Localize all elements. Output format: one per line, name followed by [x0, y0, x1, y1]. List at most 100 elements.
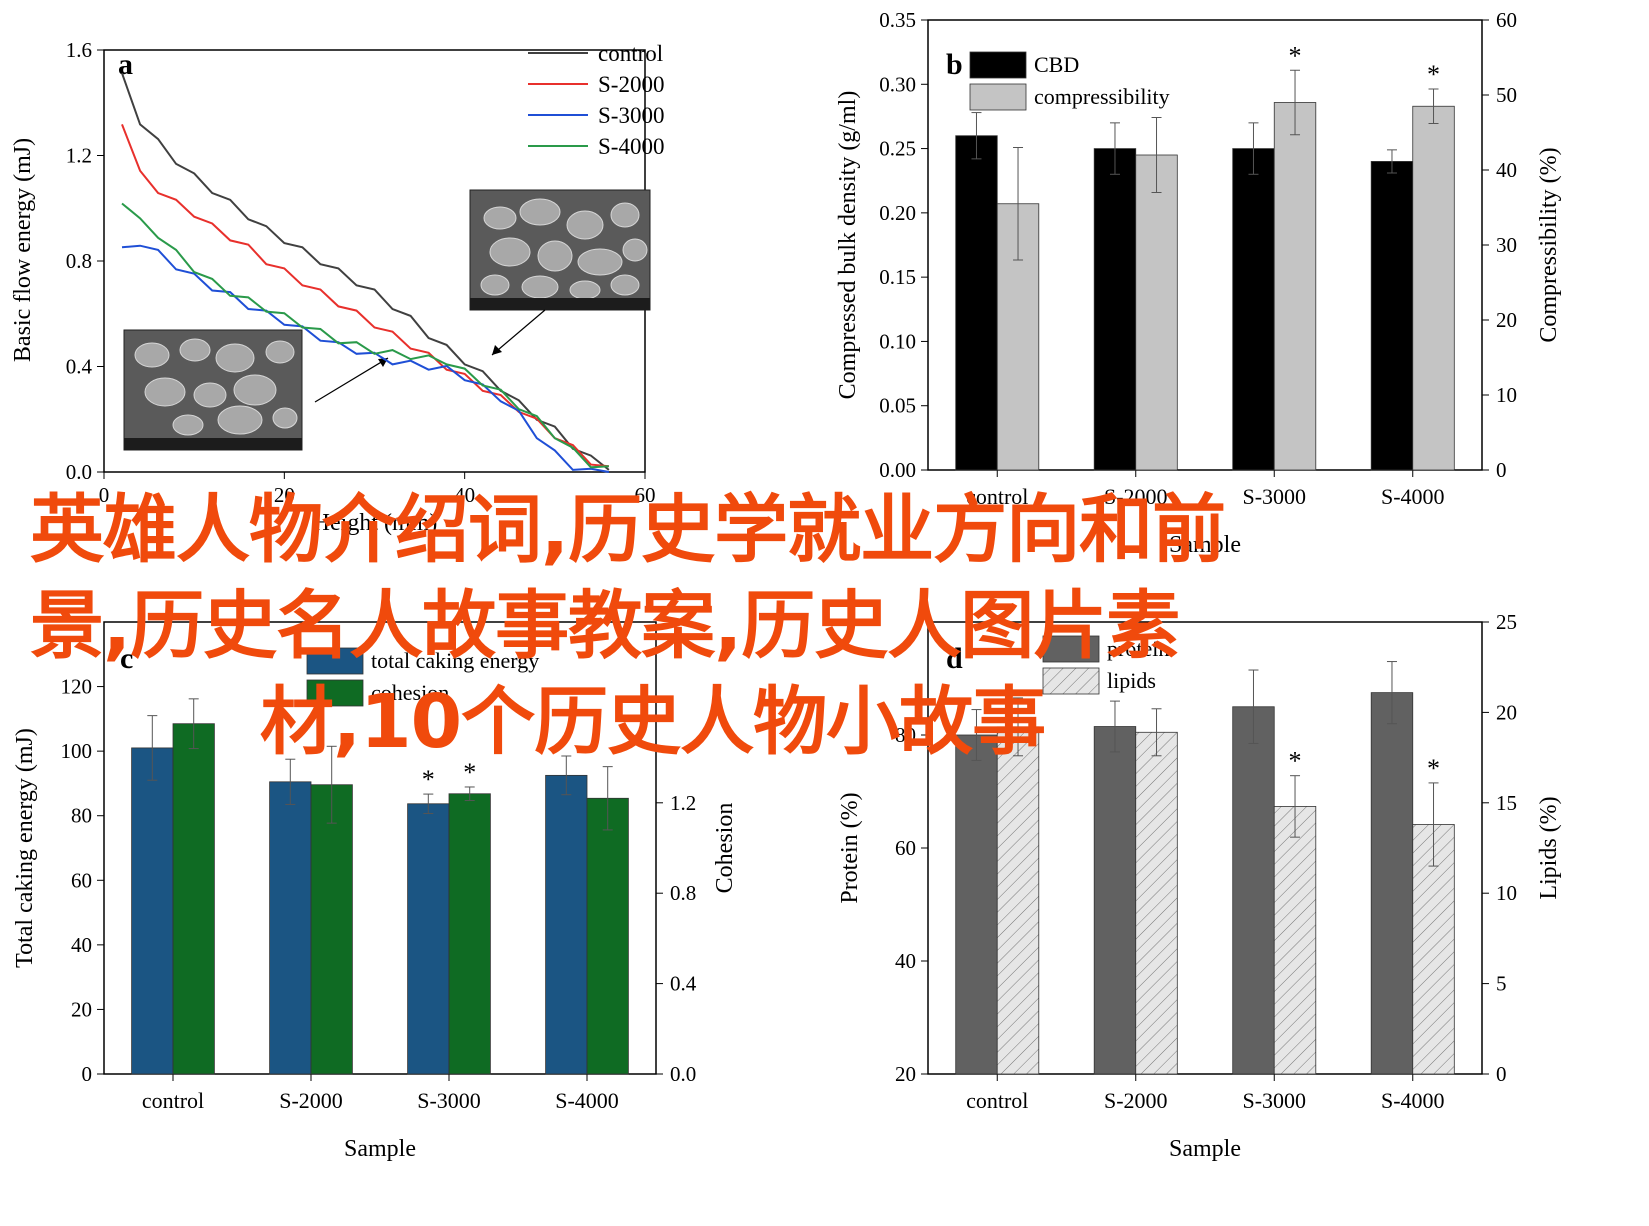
panel-b-ylabel-right: Compressibility (%)	[1536, 147, 1562, 342]
panel-d-ytick-label-right: 15	[1496, 791, 1517, 815]
panel-d-ytick-label: 40	[895, 949, 916, 973]
panel-a: a Basic flow energy (mJ) Height (mm)	[10, 38, 664, 536]
panel-a-ytick-label: 1.2	[66, 144, 92, 168]
panel-d-legend-label: lipids	[1107, 668, 1156, 693]
panel-d-bar-protein	[1370, 692, 1414, 1075]
panel-a-letter: a	[118, 48, 133, 81]
panel-d: d Protein (%) Lipids (%) Sample 20 40 60 80…	[837, 610, 1562, 1162]
panel-c-ytick-label-right: 0.8	[670, 881, 696, 905]
panel-c-xlabel: Sample	[344, 1136, 416, 1162]
panel-c-bar-total-caking-energy	[131, 747, 174, 1075]
panel-d-ytick-label-right: 10	[1496, 881, 1517, 905]
panel-a-ytick-label: 0.8	[66, 249, 92, 273]
panel-d-ytick-label-right: 0	[1496, 1062, 1507, 1086]
panel-b-bar-compressibility	[1412, 105, 1455, 471]
panel-c-ytick-label: 40	[71, 933, 92, 957]
panel-d-bar-lipids	[1135, 731, 1178, 1075]
panel-b-bar-CBD	[955, 135, 998, 471]
panel-b-ylabel: Compressed bulk density (g/ml)	[835, 91, 861, 400]
panel-c-significance-marker: *	[422, 765, 435, 794]
panel-b-bar-CBD	[1370, 161, 1414, 471]
panel-c-significance-marker: *	[463, 758, 476, 787]
panel-c-ytick-label: 80	[71, 804, 92, 828]
panel-c-bar-cohesion	[310, 784, 353, 1075]
panel-a-legend-label: control	[598, 41, 663, 66]
panel-c-ytick-label-right: 1.2	[670, 791, 696, 815]
panel-a-series-line-S-4000	[121, 202, 609, 469]
panel-d-letter: d	[946, 642, 963, 675]
panel-d-bar-protein	[1093, 726, 1137, 1075]
panel-a-series-line-control	[121, 72, 610, 471]
panel-d-ytick-label-right: 20	[1496, 700, 1517, 724]
panel-c-ytick-label: 60	[71, 868, 92, 892]
panel-c-legend-label: total caking energy	[371, 648, 539, 673]
panel-c-bar-total-caking-energy	[545, 774, 588, 1075]
panel-b-bar-CBD	[1093, 148, 1137, 471]
panel-d-ytick-label: 80	[895, 723, 916, 747]
panel-a-legend-label: S-3000	[598, 103, 664, 128]
panel-b-xlabel: Sample	[1169, 532, 1241, 558]
panel-a-ylabel: Basic flow energy (mJ)	[10, 138, 36, 362]
panel-b-letter: b	[946, 48, 963, 81]
panel-b-ytick-label-right: 50	[1496, 83, 1517, 107]
panel-d-bar-protein	[1232, 706, 1275, 1075]
panel-d-legend-swatch	[1042, 635, 1100, 663]
panel-b-ytick-label: 0.05	[879, 394, 916, 418]
panel-d-significance-marker: *	[1427, 754, 1440, 783]
panel-c-bar-cohesion	[172, 723, 215, 1075]
panel-d-ytick-label: 20	[895, 1062, 916, 1086]
panel-b-bar-compressibility	[1273, 102, 1317, 471]
panel-b-legend-swatch	[969, 51, 1027, 79]
panel-b-ytick-label-right: 0	[1496, 458, 1507, 482]
panel-a-xtick-label: 0	[99, 483, 110, 507]
panel-b-ytick-label: 0.20	[879, 201, 916, 225]
panel-c-ytick-label-right: 0.4	[670, 972, 697, 996]
panel-c: c Total caking energy (mJ) Cohesion Samp…	[12, 621, 738, 1162]
panel-d-ylabel: Protein (%)	[837, 792, 863, 903]
panel-c-ylabel-right: Cohesion	[712, 803, 738, 894]
panel-c-bar-cohesion	[586, 797, 629, 1075]
panel-a-xlabel: Height (mm)	[313, 510, 438, 536]
inset-arrow-left	[314, 357, 389, 403]
panel-c-legend-label: cohesion	[371, 680, 449, 705]
panel-b-ytick-label-right: 20	[1496, 308, 1517, 332]
panel-d-ylabel-right: Lipids (%)	[1536, 796, 1562, 899]
panel-a-xtick-label: 60	[635, 483, 656, 507]
panel-a-series-line-S-2000	[121, 124, 609, 468]
panel-b-ytick-label: 0.30	[879, 72, 916, 96]
panel-c-ytick-label: 0	[82, 1062, 93, 1086]
panel-d-ytick-label: 60	[895, 836, 916, 860]
panel-d-bar-protein	[955, 734, 998, 1075]
panel-c-ytick-label-right: 0.0	[670, 1062, 696, 1086]
panel-d-xtick-label: S-2000	[1104, 1088, 1168, 1113]
panel-d-xtick-label: S-3000	[1242, 1088, 1306, 1113]
panel-b-ytick-label: 0.00	[879, 458, 916, 482]
panel-d-legend-label: protein	[1107, 636, 1169, 661]
panel-c-bar-cohesion	[448, 793, 491, 1075]
inset-arrow-right-head	[492, 345, 502, 355]
panel-b-ytick-label-right: 30	[1496, 233, 1517, 257]
panel-b-ytick-label-right: 40	[1496, 158, 1517, 182]
panel-b-bar-CBD	[1232, 148, 1275, 471]
panel-a-xtick-label: 40	[454, 483, 475, 507]
panel-c-legend-swatch	[306, 679, 364, 707]
panel-c-ytick-label: 120	[61, 675, 93, 699]
sem-inset-image-right	[469, 189, 651, 311]
panel-d-bar-lipids	[1273, 806, 1317, 1075]
panel-a-ytick-label: 0.0	[66, 460, 92, 484]
panel-b-significance-marker: *	[1289, 41, 1302, 70]
panel-d-legend-swatch	[1042, 667, 1100, 695]
panel-a-series-line-S-3000	[121, 244, 610, 473]
panel-c-ylabel: Total caking energy (mJ)	[12, 728, 38, 968]
inset-arrow-right	[491, 309, 546, 356]
panel-c-legend-swatch	[306, 647, 364, 675]
panel-b-legend-label: CBD	[1034, 52, 1079, 77]
panel-b-ytick-label-right: 10	[1496, 383, 1517, 407]
panel-d-significance-marker: *	[1289, 747, 1302, 776]
panel-a-ytick-label: 1.6	[66, 38, 92, 62]
panel-d-ytick-label-right: 5	[1496, 972, 1507, 996]
panel-c-xtick-label: S-2000	[279, 1088, 343, 1113]
panel-d-xtick-label: control	[966, 1088, 1028, 1113]
panel-a-xtick-label: 20	[274, 483, 295, 507]
